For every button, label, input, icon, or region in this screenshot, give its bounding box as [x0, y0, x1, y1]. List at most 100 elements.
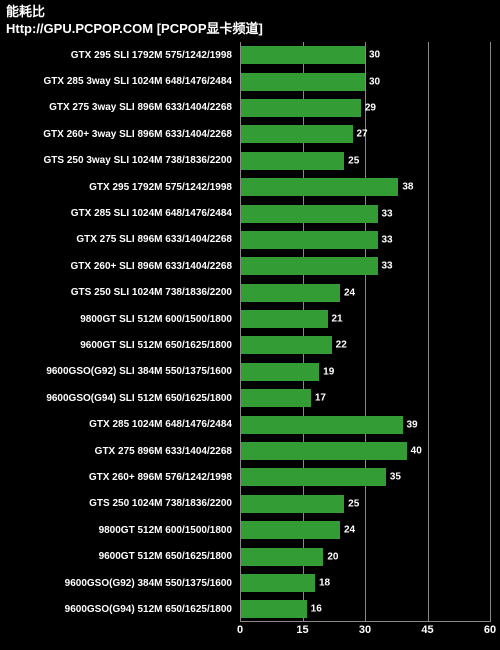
bar-label: 9600GT SLI 512M 650/1625/1800 — [80, 340, 236, 351]
bar-label: GTX 275 SLI 896M 633/1404/2268 — [76, 234, 236, 245]
bar-row: 9600GSO(G92) SLI 384M 550/1375/1600 19 — [0, 359, 490, 385]
bar-label: GTS 250 SLI 1024M 738/1836/2200 — [71, 287, 236, 298]
bar-value: 33 — [382, 208, 393, 219]
chart-subtitle: Http://GPU.PCPOP.COM [PCPOP显卡频道] — [0, 21, 500, 42]
bar-fill: 27 — [240, 125, 353, 143]
bar-track: 33 — [240, 231, 490, 249]
bar-row: GTX 285 3way SLI 1024M 648/1476/2484 30 — [0, 68, 490, 94]
bar-row: GTX 275 896M 633/1404/2268 40 — [0, 438, 490, 464]
bar-track: 24 — [240, 521, 490, 539]
bar-fill: 30 — [240, 73, 365, 91]
bar-row: GTS 250 SLI 1024M 738/1836/2200 24 — [0, 280, 490, 306]
bar-value: 40 — [411, 446, 422, 457]
x-tick-label: 0 — [237, 624, 243, 636]
bar-fill: 20 — [240, 548, 323, 566]
gridline — [490, 42, 491, 622]
bar-row: 9800GT SLI 512M 600/1500/1800 21 — [0, 306, 490, 332]
bar-label: 9800GT 512M 600/1500/1800 — [99, 525, 236, 536]
bar-fill: 21 — [240, 310, 328, 328]
bar-label: GTX 295 SLI 1792M 575/1242/1998 — [71, 50, 236, 61]
x-tick-label: 30 — [359, 624, 371, 636]
bar-track: 30 — [240, 73, 490, 91]
bar-value: 24 — [344, 287, 355, 298]
x-tick-label: 45 — [421, 624, 433, 636]
bar-value: 19 — [323, 366, 334, 377]
bar-row: GTX 260+ 896M 576/1242/1998 35 — [0, 464, 490, 490]
bar-row: 9800GT 512M 600/1500/1800 24 — [0, 517, 490, 543]
bar-value: 22 — [336, 340, 347, 351]
bar-fill: 33 — [240, 205, 378, 223]
plot-area: GTX 295 SLI 1792M 575/1242/199830GTX 285… — [0, 42, 490, 622]
x-tick-label: 15 — [296, 624, 308, 636]
bar-value: 25 — [348, 498, 359, 509]
bar-value: 16 — [311, 604, 322, 615]
bar-track: 19 — [240, 363, 490, 381]
bar-track: 39 — [240, 416, 490, 434]
bar-track: 35 — [240, 468, 490, 486]
bar-track: 18 — [240, 574, 490, 592]
bar-label: 9800GT SLI 512M 600/1500/1800 — [80, 314, 236, 325]
bar-row: GTS 250 1024M 738/1836/220025 — [0, 491, 490, 517]
bar-row: GTX 285 1024M 648/1476/2484 39 — [0, 411, 490, 437]
bar-row: GTX 295 1792M 575/1242/1998 38 — [0, 174, 490, 200]
bar-label: GTX 260+ SLI 896M 633/1404/2268 — [71, 261, 237, 272]
bar-track: 25 — [240, 495, 490, 513]
bar-value: 21 — [332, 314, 343, 325]
bar-label: GTX 285 3way SLI 1024M 648/1476/2484 — [44, 76, 236, 87]
bar-label: GTX 260+ 896M 576/1242/1998 — [89, 472, 236, 483]
bar-track: 38 — [240, 178, 490, 196]
bar-label: GTS 250 3way SLI 1024M 738/1836/2200 — [44, 155, 236, 166]
bar-fill: 39 — [240, 416, 403, 434]
bar-track: 16 — [240, 600, 490, 618]
bar-row: GTX 260+ 3way SLI 896M 633/1404/226827 — [0, 121, 490, 147]
bar-value: 30 — [369, 50, 380, 61]
bar-row: 9600GSO(G94) 512M 650/1625/1800 16 — [0, 596, 490, 622]
bar-row: GTX 260+ SLI 896M 633/1404/2268 33 — [0, 253, 490, 279]
bar-value: 25 — [348, 155, 359, 166]
bar-row: 9600GSO(G94) SLI 512M 650/1625/180017 — [0, 385, 490, 411]
bar-track: 25 — [240, 152, 490, 170]
bar-row: GTS 250 3way SLI 1024M 738/1836/2200 25 — [0, 148, 490, 174]
bar-label: 9600GSO(G92) 384M 550/1375/1600 — [65, 578, 236, 589]
bar-value: 33 — [382, 234, 393, 245]
bar-track: 33 — [240, 205, 490, 223]
bar-track: 27 — [240, 125, 490, 143]
bar-track: 33 — [240, 257, 490, 275]
bar-track: 21 — [240, 310, 490, 328]
bar-row: 9600GSO(G92) 384M 550/1375/1600 18 — [0, 570, 490, 596]
bar-fill: 25 — [240, 495, 344, 513]
bar-value: 24 — [344, 525, 355, 536]
bar-fill: 33 — [240, 231, 378, 249]
bar-label: GTX 275 896M 633/1404/2268 — [95, 446, 236, 457]
bar-label: GTX 285 1024M 648/1476/2484 — [89, 419, 236, 430]
bar-track: 17 — [240, 389, 490, 407]
bar-label: GTX 275 3way SLI 896M 633/1404/2268 — [49, 102, 236, 113]
bar-label: GTX 295 1792M 575/1242/1998 — [89, 182, 236, 193]
bar-value: 18 — [319, 578, 330, 589]
bar-value: 27 — [357, 129, 368, 140]
bar-track: 20 — [240, 548, 490, 566]
bar-value: 38 — [402, 182, 413, 193]
bars-container: GTX 295 SLI 1792M 575/1242/199830GTX 285… — [0, 42, 490, 622]
bar-row: GTX 285 SLI 1024M 648/1476/248433 — [0, 200, 490, 226]
bar-value: 35 — [390, 472, 401, 483]
bar-label: 9600GSO(G92) SLI 384M 550/1375/1600 — [46, 366, 236, 377]
bar-track: 24 — [240, 284, 490, 302]
bar-value: 20 — [327, 551, 338, 562]
bar-label: 9600GSO(G94) 512M 650/1625/1800 — [65, 604, 236, 615]
bar-fill: 22 — [240, 336, 332, 354]
bar-track: 30 — [240, 46, 490, 64]
bar-row: GTX 295 SLI 1792M 575/1242/1998 30 — [0, 42, 490, 68]
bar-value: 33 — [382, 261, 393, 272]
x-tick-label: 60 — [484, 624, 496, 636]
power-efficiency-chart: 能耗比 Http://GPU.PCPOP.COM [PCPOP显卡频道] GTX… — [0, 0, 500, 650]
bar-value: 29 — [365, 102, 376, 113]
bar-track: 40 — [240, 442, 490, 460]
bar-fill: 24 — [240, 521, 340, 539]
bar-row: GTX 275 SLI 896M 633/1404/2268 33 — [0, 227, 490, 253]
bar-fill: 16 — [240, 600, 307, 618]
bar-label: 9600GT 512M 650/1625/1800 — [99, 551, 236, 562]
bar-fill: 18 — [240, 574, 315, 592]
bar-fill: 24 — [240, 284, 340, 302]
bar-row: 9600GT 512M 650/1625/1800 20 — [0, 543, 490, 569]
